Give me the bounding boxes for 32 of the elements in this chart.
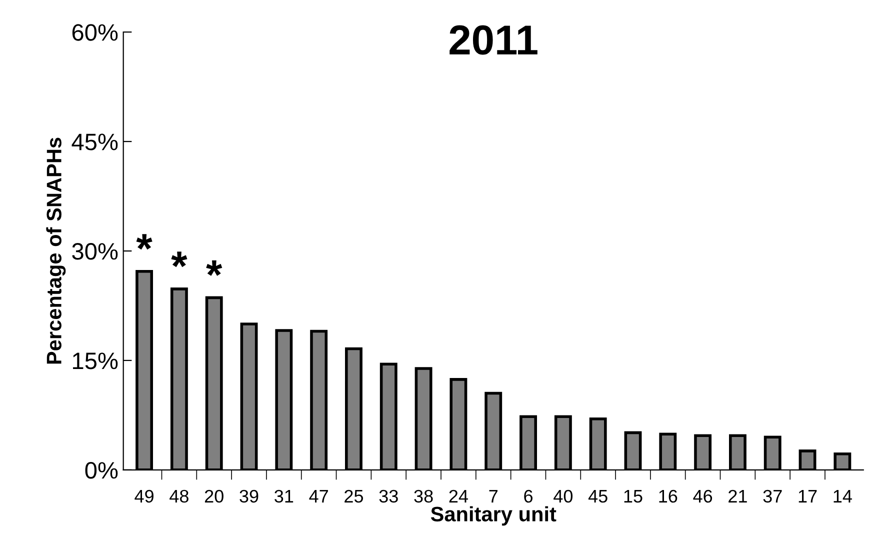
y-tick-label: 60% <box>72 24 118 41</box>
chart-title: 2011 <box>450 25 538 55</box>
x-tick-label: 21 <box>728 490 747 502</box>
x-tick-label: 6 <box>524 490 532 503</box>
x-tick-label: 46 <box>693 490 712 503</box>
y-tick-label: 30% <box>72 243 118 260</box>
x-tick-label: 39 <box>240 490 258 503</box>
x-tick-label: 45 <box>588 490 608 503</box>
y-axis-title: Percentage of SNAPHs <box>46 138 66 364</box>
x-tick-label: 25 <box>344 490 364 503</box>
x-tick-label: 33 <box>379 490 398 503</box>
x-tick-label: 17 <box>798 490 817 502</box>
x-tick-label: 31 <box>274 490 294 503</box>
y-tick-label: 45% <box>72 134 118 150</box>
x-tick-label: 37 <box>763 490 782 503</box>
annotation: * <box>171 252 188 268</box>
y-tick-label: 0% <box>85 462 118 479</box>
x-tick-label: 14 <box>834 490 852 502</box>
x-tick-label: 7 <box>489 490 498 502</box>
x-axis-title: Sanitary unit <box>430 506 556 526</box>
x-tick-label: 15 <box>624 490 642 503</box>
x-tick-label: 47 <box>309 490 328 502</box>
x-tick-label: 20 <box>204 490 224 503</box>
x-tick-label: 49 <box>134 490 154 503</box>
x-tick-label: 40 <box>554 490 573 503</box>
x-tick-label: 16 <box>659 490 678 503</box>
x-tick-label: 48 <box>170 490 188 503</box>
x-tick-label: 24 <box>449 490 468 502</box>
x-tick-label: 38 <box>414 490 433 503</box>
y-tick-label: 15% <box>73 352 118 370</box>
annotation: * <box>206 260 222 276</box>
annotation: * <box>136 234 152 250</box>
